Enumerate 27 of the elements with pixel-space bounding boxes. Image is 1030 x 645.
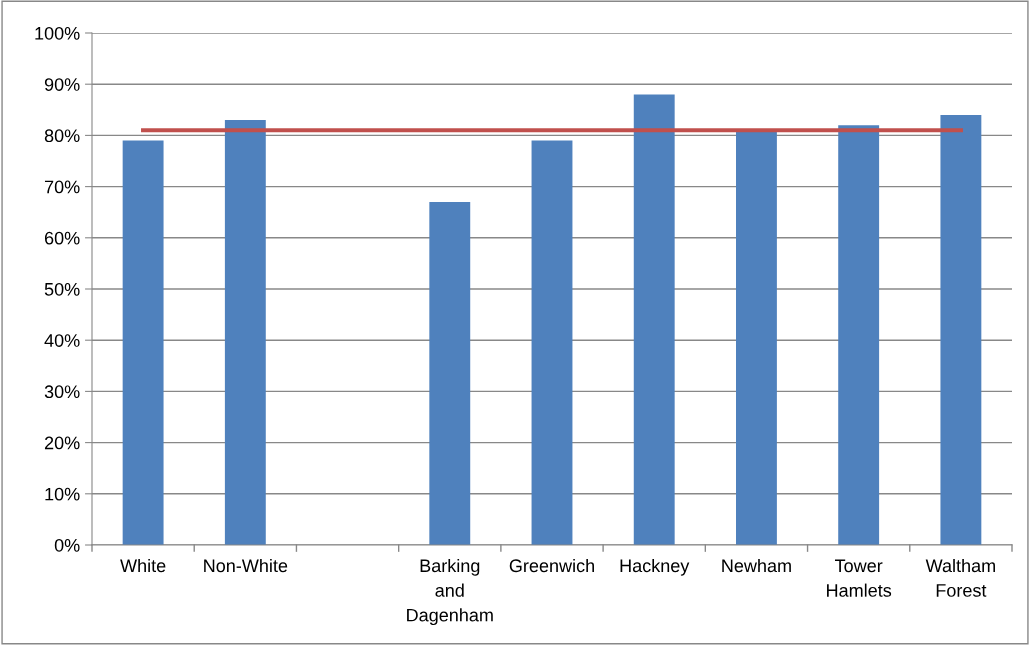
y-tick-label: 10% bbox=[45, 487, 80, 501]
y-tick-label: 50% bbox=[44, 282, 80, 296]
bar bbox=[633, 94, 675, 545]
y-tick-label: 90% bbox=[44, 78, 80, 91]
y-tick-label: 100% bbox=[35, 26, 80, 40]
bar bbox=[940, 114, 982, 545]
x-tick-label: Newham bbox=[722, 558, 791, 573]
bar bbox=[531, 140, 573, 545]
y-tick-label: 40% bbox=[44, 334, 80, 347]
bar bbox=[429, 201, 471, 545]
x-tick-label: Non-White bbox=[204, 558, 288, 573]
x-tick-label: Tower Hamlets bbox=[827, 559, 892, 597]
bar bbox=[122, 140, 164, 545]
x-tick-label: Barking and Dagenham bbox=[407, 558, 493, 626]
y-tick-label: 20% bbox=[44, 436, 80, 450]
bar bbox=[224, 120, 266, 545]
x-tick-label: Hackney bbox=[620, 558, 690, 576]
y-tick-label: 60% bbox=[44, 231, 80, 245]
y-tick-label: 80% bbox=[44, 129, 80, 143]
bar bbox=[838, 125, 880, 545]
y-tick-label: 0% bbox=[54, 538, 80, 552]
x-tick-label: Waltham Forest bbox=[925, 558, 995, 597]
y-tick-label: 70% bbox=[44, 180, 80, 194]
x-tick-label: Greenwich bbox=[509, 558, 594, 573]
x-tick-label: White bbox=[120, 558, 166, 573]
bar bbox=[736, 130, 777, 545]
y-tick-label: 30% bbox=[44, 385, 80, 399]
